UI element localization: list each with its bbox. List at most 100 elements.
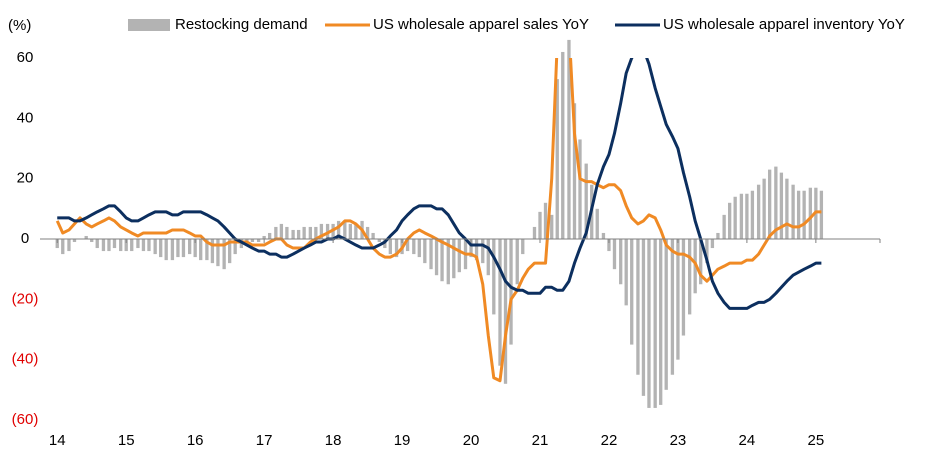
bar	[314, 226, 318, 239]
legend-label: US wholesale apparel sales YoY	[373, 16, 589, 33]
x-tick-label: 17	[256, 432, 273, 449]
bar	[101, 239, 106, 252]
bar	[710, 239, 715, 249]
x-tick-label: 20	[463, 432, 480, 449]
x-tick-label: 14	[49, 432, 66, 449]
bar	[159, 239, 163, 258]
bar	[153, 239, 157, 255]
bar	[785, 178, 789, 239]
bar	[756, 184, 761, 239]
bar	[532, 226, 537, 239]
bar	[147, 239, 151, 252]
bar	[365, 226, 370, 239]
bar	[699, 239, 703, 285]
x-tick-label: 15	[118, 432, 135, 449]
legend-swatch	[128, 19, 170, 31]
bar	[808, 187, 812, 239]
bar	[216, 239, 220, 267]
bar	[774, 166, 778, 239]
bar	[61, 239, 65, 255]
bar	[124, 239, 128, 252]
x-tick-label: 25	[808, 432, 825, 449]
bar	[503, 239, 508, 384]
bar	[67, 239, 71, 252]
bars	[55, 39, 824, 408]
bar	[745, 193, 749, 239]
x-tick-label: 22	[601, 432, 618, 449]
bar	[95, 239, 99, 249]
bar	[705, 239, 709, 264]
bar	[716, 232, 720, 239]
bar	[417, 239, 421, 258]
bar	[578, 139, 582, 239]
bar	[474, 239, 479, 261]
bar	[768, 169, 772, 239]
bar	[302, 226, 306, 239]
bar	[308, 226, 312, 239]
bar	[733, 196, 737, 239]
bar	[199, 239, 203, 261]
bar	[210, 239, 215, 264]
bar	[481, 239, 485, 264]
bar	[176, 239, 180, 258]
bar	[250, 239, 255, 243]
bar	[521, 239, 525, 255]
bar	[371, 232, 375, 239]
bar	[141, 239, 146, 252]
bar	[469, 239, 473, 258]
bar	[601, 232, 606, 239]
bar	[222, 239, 226, 270]
bar	[498, 239, 502, 366]
bar	[354, 223, 358, 239]
bar	[819, 190, 824, 239]
bar	[647, 239, 651, 408]
bar	[296, 229, 301, 239]
bar	[612, 239, 617, 270]
bar	[285, 226, 289, 239]
bar	[636, 239, 640, 375]
line	[55, 58, 822, 383]
bar	[641, 239, 646, 396]
bar	[279, 223, 284, 239]
x-tick-label: 18	[325, 432, 342, 449]
bar	[688, 239, 692, 315]
bar	[377, 239, 381, 243]
legend-label: Restocking demand	[175, 16, 308, 33]
bar	[543, 202, 548, 239]
bar	[268, 232, 272, 239]
bar	[802, 190, 806, 239]
bar	[205, 239, 209, 261]
bar	[762, 178, 766, 239]
bar	[55, 239, 59, 249]
y-axis-label: (%)	[8, 17, 31, 34]
bar	[136, 239, 140, 249]
bar	[791, 184, 795, 239]
bar	[457, 239, 461, 273]
y-tick-label: 40	[17, 109, 34, 126]
bar	[343, 220, 347, 239]
bar	[452, 239, 456, 279]
bar	[256, 239, 261, 243]
bar	[561, 51, 565, 239]
bar	[584, 163, 588, 239]
bar	[670, 239, 675, 375]
bar	[779, 172, 784, 239]
bar	[119, 239, 123, 252]
bar	[348, 223, 352, 239]
bar	[405, 239, 410, 252]
bar	[262, 235, 266, 239]
bar	[722, 214, 726, 239]
x-tick-label: 24	[739, 432, 756, 449]
y-tick-label: 20	[17, 170, 34, 187]
bar	[412, 239, 416, 255]
bar	[440, 239, 444, 282]
bar	[572, 103, 577, 239]
bar	[550, 214, 554, 239]
bar	[429, 239, 433, 270]
bar	[319, 223, 324, 239]
x-tick-label: 19	[394, 432, 411, 449]
bar	[619, 239, 623, 285]
bar	[423, 239, 427, 264]
bar	[336, 220, 341, 239]
bar	[486, 239, 490, 276]
